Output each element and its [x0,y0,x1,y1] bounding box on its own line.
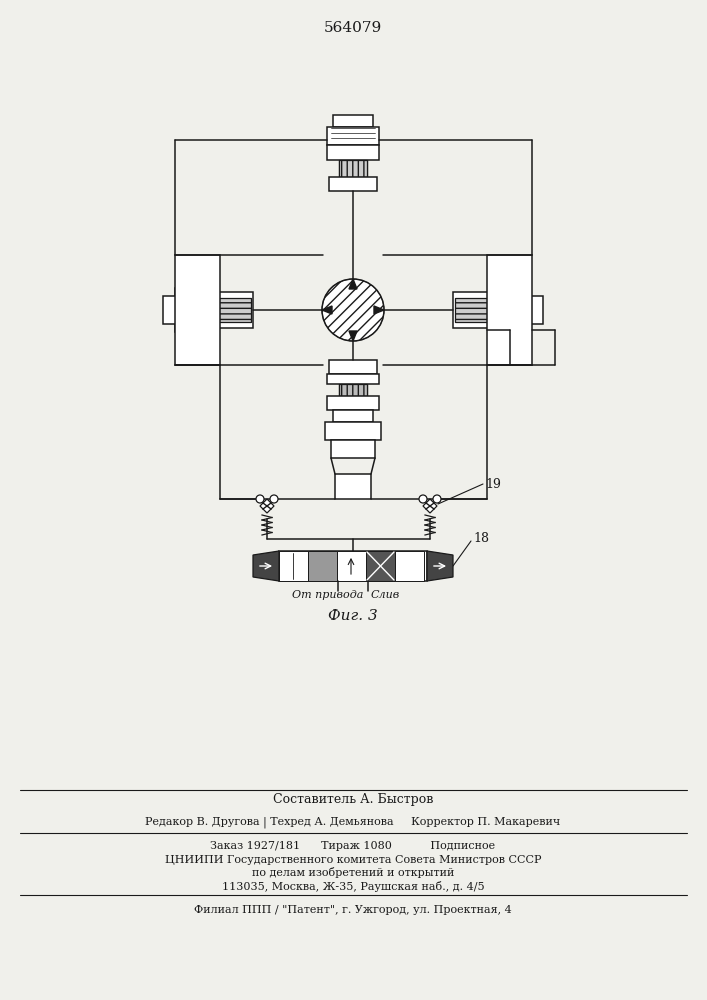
Bar [179,294,211,326]
Bar [495,294,527,326]
Polygon shape [349,331,357,341]
Text: 113035, Москва, Ж-35, Раушская наб., д. 4/5: 113035, Москва, Ж-35, Раушская наб., д. … [222,880,484,892]
Text: Слив: Слив [370,590,399,600]
Bar [335,474,371,499]
Bar [455,298,491,322]
Polygon shape [253,551,279,581]
Bar [325,422,381,440]
Bar [395,551,424,581]
Circle shape [433,495,441,503]
Bar [339,145,367,177]
Ellipse shape [322,279,384,341]
Bar [279,551,308,581]
Text: 18: 18 [473,532,489,546]
Bar [339,374,367,396]
Text: От привода: От привода [292,590,363,600]
Circle shape [419,495,427,503]
Text: Редакор В. Другова | Техред А. Демьянова     Корректор П. Макаревич: Редакор В. Другова | Техред А. Демьянова… [146,816,561,828]
Bar [175,288,215,332]
Bar [339,384,367,396]
Bar [179,294,211,326]
Bar [215,298,251,322]
Polygon shape [260,499,274,513]
Bar [329,177,377,191]
Bar [491,288,531,332]
Bar [327,396,379,410]
Bar [339,145,367,177]
Bar [215,298,251,322]
Circle shape [270,495,278,503]
Bar [337,551,366,581]
Bar [175,255,220,365]
Bar [339,160,367,177]
Bar [333,115,373,127]
Polygon shape [423,499,437,513]
Text: Фиг. 3: Фиг. 3 [328,609,378,623]
Polygon shape [427,551,453,581]
Circle shape [256,495,264,503]
Bar [213,292,253,328]
Bar [333,410,373,422]
Text: Составитель А. Быстров: Составитель А. Быстров [273,794,433,806]
Text: Заказ 1927/181      Тираж 1080           Подписное: Заказ 1927/181 Тираж 1080 Подписное [211,841,496,851]
Bar [308,551,337,581]
Bar [327,127,379,145]
Bar [455,298,491,322]
Bar [327,145,379,160]
Bar [163,296,177,324]
Bar [339,374,367,396]
Bar [495,294,527,326]
Bar [487,255,532,365]
Text: 19: 19 [485,478,501,490]
Bar [279,551,427,581]
Text: 564079: 564079 [324,21,382,35]
Bar [339,160,367,177]
Bar [529,296,543,324]
Bar [327,374,379,384]
Text: по делам изобретений и открытий: по делам изобретений и открытий [252,867,454,879]
Bar [366,551,395,581]
Bar [339,384,367,396]
Bar [331,440,375,458]
Text: ЦНИИПИ Государственного комитета Совета Министров СССР: ЦНИИПИ Государственного комитета Совета … [165,855,542,865]
Polygon shape [374,306,384,314]
Polygon shape [322,306,332,314]
Bar [329,360,377,374]
Polygon shape [349,279,357,289]
Text: Филиал ППП / "Патент", г. Ужгород, ул. Проектная, 4: Филиал ППП / "Патент", г. Ужгород, ул. П… [194,905,512,915]
Bar [453,292,493,328]
